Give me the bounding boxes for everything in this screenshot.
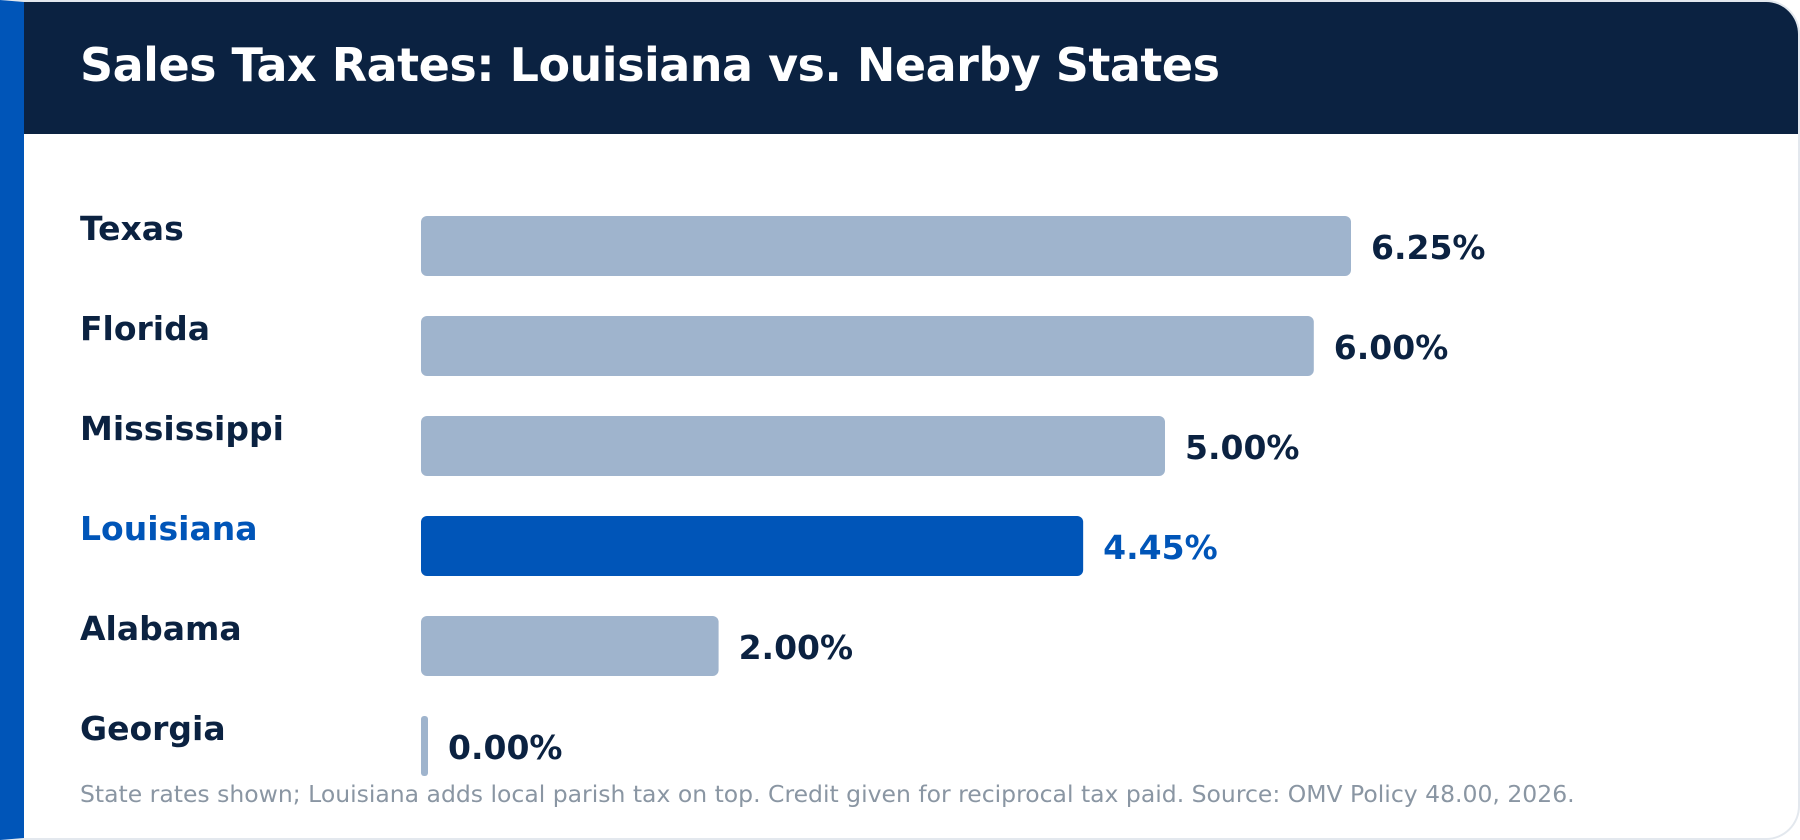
value-label-louisiana: 4.45% — [1103, 528, 1218, 567]
value-label-florida: 6.00% — [1334, 328, 1449, 367]
value-label-georgia: 0.00% — [448, 728, 563, 767]
bar-louisiana — [421, 516, 1084, 576]
chart-footnote: State rates shown; Louisiana adds local … — [80, 780, 1575, 808]
bar-texas — [421, 216, 1351, 276]
state-label-mississippi: Mississippi — [80, 409, 284, 448]
state-label-louisiana: Louisiana — [80, 509, 258, 548]
value-label-mississippi: 5.00% — [1185, 428, 1300, 467]
bar-chart: Texas 6.25% Florida 6.00% Mississippi 5.00% Lo… — [80, 209, 1486, 776]
state-label-texas: Texas — [80, 209, 184, 248]
chart-header: Sales Tax Rates: Louisiana vs. Nearby St… — [24, 2, 1798, 134]
bar-mississippi — [421, 416, 1165, 476]
chart-title: Sales Tax Rates: Louisiana vs. Nearby St… — [80, 38, 1220, 92]
value-label-texas: 6.25% — [1371, 228, 1486, 267]
state-label-florida: Florida — [80, 309, 210, 348]
bar-alabama — [421, 616, 719, 676]
state-label-alabama: Alabama — [80, 609, 242, 648]
value-label-alabama: 2.00% — [739, 628, 854, 667]
bar-florida — [421, 316, 1314, 376]
state-label-georgia: Georgia — [80, 709, 226, 748]
bar-georgia — [421, 716, 428, 776]
